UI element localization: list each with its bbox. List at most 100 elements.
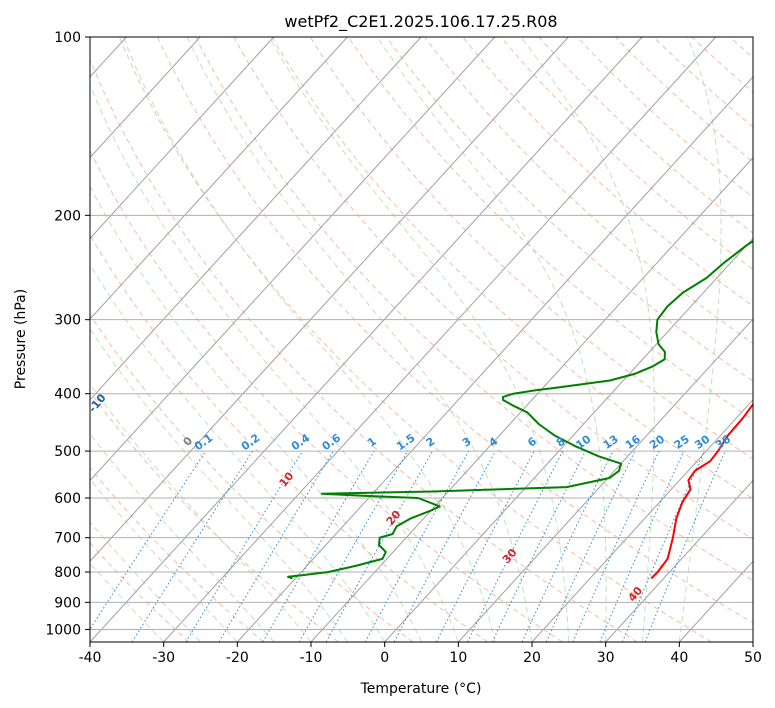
mixing-ratio-label: 1.5 (394, 431, 417, 453)
mixing-ratio-label: 0.1 (192, 431, 215, 453)
dry-adiabat (90, 149, 563, 642)
x-tick-label: -40 (79, 650, 102, 666)
isotherm (90, 37, 496, 482)
mixing-ratio-line (218, 450, 334, 642)
isotherm (531, 399, 753, 642)
x-tick-label: 0 (380, 650, 389, 666)
mixing-ratio-line (325, 450, 433, 642)
dry-adiabat (691, 37, 753, 93)
y-tick-label: 400 (54, 387, 81, 403)
x-tick-label: 20 (523, 650, 541, 666)
mixing-ratio-label: 3 (460, 435, 474, 450)
mixing-ratio-line (364, 450, 470, 642)
y-tick-label: 300 (54, 313, 81, 329)
mixing-ratio-label: 0.2 (239, 431, 262, 453)
isotherm (384, 237, 753, 642)
dry-adiabat-label: -10 (86, 391, 109, 415)
dry-adiabat (729, 37, 753, 59)
mixing-ratio-line (393, 450, 496, 642)
x-tick-label: 50 (744, 650, 762, 666)
mixing-ratio-label: 20 (647, 432, 667, 452)
isotherm (163, 37, 717, 642)
mixing-ratio-line (491, 450, 586, 642)
mixing-ratio-line (467, 450, 564, 642)
mixing-ratio-label: 2 (424, 435, 438, 450)
y-tick-label: 200 (54, 208, 81, 224)
mixing-ratio-label: 25 (672, 433, 692, 452)
isotherm (457, 318, 753, 642)
dewpoint-profile-line (287, 239, 753, 580)
data-series (287, 239, 753, 580)
y-tick-label: 1000 (45, 622, 81, 638)
isotherm (236, 76, 753, 642)
moist-adiabat (268, 37, 570, 642)
x-axis-title: Temperature (°C) (360, 681, 482, 697)
mixing-ratio-label: 1 (365, 435, 379, 450)
x-tick-label: -10 (300, 650, 323, 666)
dry-adiabat (768, 37, 775, 642)
background-lines (90, 37, 775, 642)
moist-adiabat (376, 37, 607, 642)
mixing-ratio-line (599, 450, 685, 642)
mixing-ratio-line (644, 450, 726, 642)
mixing-ratio-label: 36 (713, 432, 733, 452)
x-tick-label: 30 (597, 650, 615, 666)
isotherm (752, 641, 753, 642)
mixing-ratio-label: 0.6 (320, 431, 344, 453)
moist-adiabat (186, 37, 533, 642)
mixing-ratio-label: 16 (623, 432, 643, 452)
y-axis: 100 200 300 400 500 600 700 800 900 1000 (45, 30, 90, 638)
dry-adiabat (195, 37, 753, 582)
dry-adiabat (653, 37, 753, 128)
moist-adiabat (678, 37, 722, 642)
dry-adiabat-label: 10 (277, 469, 297, 489)
dry-adiabat (118, 37, 712, 642)
dry-adiabat (90, 58, 638, 642)
moist-adiabat (90, 521, 201, 642)
dry-adiabat (576, 37, 753, 198)
mixing-ratio-line (90, 450, 207, 631)
moist-adiabat (90, 263, 386, 642)
mixing-ratio-line (185, 450, 304, 642)
moist-adiabat (90, 185, 422, 642)
dry-adiabat (424, 37, 753, 344)
mixing-ratio-label: 0.4 (289, 431, 313, 453)
dry-adiabat (90, 234, 488, 642)
isotherm (90, 37, 569, 563)
y-tick-label: 100 (54, 30, 81, 46)
mixing-ratio-line (131, 450, 254, 642)
isopleth-labels: 0.10.20.40.611.52346810131620253036-100-… (86, 391, 733, 604)
y-tick-label: 800 (54, 565, 81, 581)
isotherm (90, 37, 201, 159)
mixing-ratio-line (572, 450, 660, 642)
y-tick-label: 700 (54, 531, 81, 547)
mixing-ratio-line (435, 450, 535, 642)
x-axis: -40 -30 -20 -10 0 10 20 30 40 50 (79, 642, 762, 666)
dry-adiabat (157, 37, 753, 624)
temperature-profile-line (650, 402, 753, 580)
y-tick-label: 900 (54, 595, 81, 611)
isotherm (310, 156, 753, 642)
dry-adiabat (271, 37, 753, 500)
dry-adiabat (233, 37, 753, 540)
y-axis-title: Pressure (hPa) (13, 289, 29, 389)
moist-adiabat (90, 478, 238, 642)
dry-adiabat (90, 314, 414, 642)
dry-adiabat (615, 37, 753, 163)
x-tick-label: -20 (226, 650, 249, 666)
dry-adiabat (90, 391, 339, 642)
x-tick-label: 40 (670, 650, 688, 666)
mixing-ratio-label: 30 (692, 432, 712, 452)
isotherm (605, 479, 753, 642)
moist-adiabat (90, 328, 349, 642)
isotherm (90, 37, 643, 642)
isotherm (90, 37, 348, 320)
y-tick-label: 600 (54, 491, 81, 507)
moist-adiabat (90, 83, 459, 642)
moist-adiabat (122, 37, 496, 642)
x-tick-label: -30 (152, 650, 175, 666)
y-tick-label: 500 (54, 444, 81, 460)
x-tick-label: 10 (449, 650, 467, 666)
